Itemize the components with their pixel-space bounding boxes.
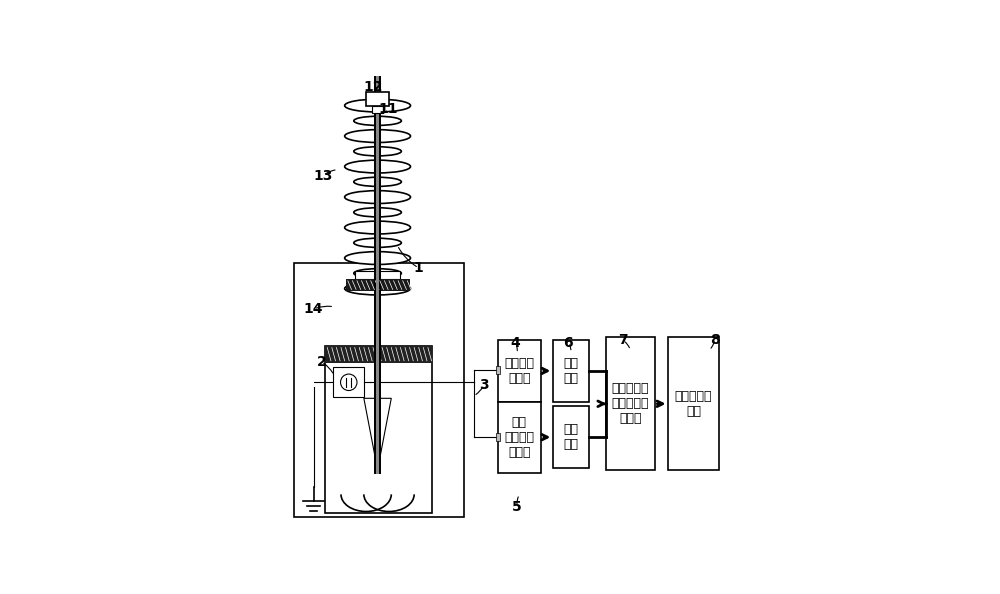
Bar (325, 346, 432, 513)
Text: 4: 4 (511, 336, 521, 350)
Bar (372, 106, 383, 113)
Text: 2: 2 (316, 355, 326, 369)
Text: 11: 11 (378, 102, 398, 116)
Bar (355, 271, 400, 279)
Text: 13: 13 (313, 169, 333, 182)
Bar (294, 263, 464, 517)
Text: 14: 14 (304, 302, 323, 316)
Bar (496, 433, 500, 441)
Text: 数据
采集: 数据 采集 (564, 423, 579, 451)
Ellipse shape (354, 268, 401, 278)
Bar (496, 366, 500, 374)
Text: 数据
采集: 数据 采集 (564, 357, 579, 385)
Bar (498, 340, 541, 402)
Text: 8: 8 (710, 333, 720, 347)
Bar (366, 92, 389, 106)
Ellipse shape (345, 221, 411, 234)
Ellipse shape (345, 160, 411, 173)
Ellipse shape (354, 147, 401, 156)
Ellipse shape (354, 208, 401, 217)
Bar (333, 368, 364, 397)
Ellipse shape (345, 129, 411, 143)
Bar (553, 406, 589, 468)
Bar (668, 337, 719, 470)
Ellipse shape (354, 238, 401, 247)
Text: 带通
滤波和放
大装置: 带通 滤波和放 大装置 (504, 416, 534, 459)
Text: 1: 1 (414, 261, 424, 275)
Text: 12: 12 (363, 80, 383, 94)
Text: 5: 5 (512, 500, 522, 514)
Text: 数据监控与
诊断: 数据监控与 诊断 (675, 390, 712, 418)
Ellipse shape (345, 99, 411, 112)
Ellipse shape (345, 252, 411, 264)
Bar (553, 340, 589, 402)
Ellipse shape (345, 282, 411, 295)
Text: 衰减和低
通滤波: 衰减和低 通滤波 (504, 357, 534, 385)
Bar (325, 346, 432, 363)
Text: 3: 3 (479, 378, 489, 391)
Ellipse shape (345, 191, 411, 204)
Text: 6: 6 (563, 336, 573, 349)
Bar (606, 337, 655, 470)
Circle shape (341, 374, 357, 390)
Bar (346, 279, 410, 291)
Text: 数据分析、
显示、存储
和传输: 数据分析、 显示、存储 和传输 (612, 383, 649, 425)
Bar (498, 402, 541, 473)
Polygon shape (364, 399, 391, 456)
Text: 7: 7 (618, 333, 628, 347)
Ellipse shape (354, 116, 401, 125)
Bar (376, 76, 379, 474)
Ellipse shape (354, 177, 401, 187)
Bar (374, 76, 381, 474)
